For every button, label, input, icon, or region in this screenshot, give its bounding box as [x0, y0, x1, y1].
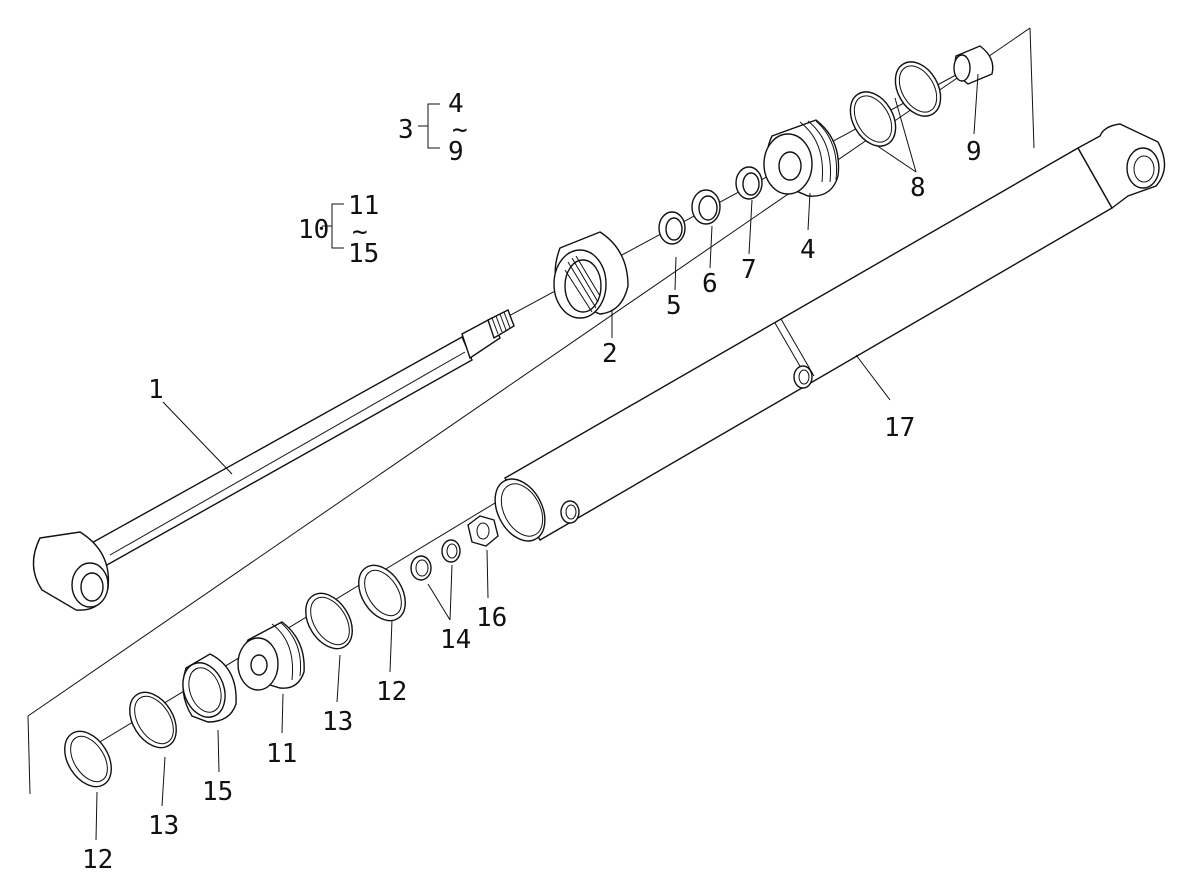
label-part-4: 4 — [800, 235, 816, 265]
label-part-14: 14 — [440, 625, 471, 655]
group-3-range-end: 9 — [448, 137, 464, 167]
seal-ring-7 — [735, 166, 763, 200]
group-label-10: 10 — [298, 215, 329, 245]
label-part-16: 16 — [476, 603, 507, 633]
rod-thread — [491, 311, 511, 335]
label-part-8: 8 — [910, 173, 926, 203]
piston-11 — [237, 621, 305, 691]
seal-ring-13-lower — [129, 691, 177, 749]
panel-outline — [27, 27, 1035, 795]
o-ring-8 — [849, 61, 942, 147]
cylinder-tube — [494, 123, 1166, 542]
group-10-range-end: 15 — [348, 239, 379, 269]
leader-lines — [95, 73, 979, 841]
label-part-17: 17 — [884, 413, 915, 443]
label-part-12-lower: 12 — [82, 845, 113, 875]
rod-eye — [32, 531, 110, 611]
seal-ring-6 — [691, 189, 721, 225]
group-10-range-start: 11 — [348, 191, 379, 221]
wear-ring-12-upper — [358, 564, 406, 622]
piston-ring-15 — [182, 653, 237, 723]
cylinder-head — [763, 119, 840, 197]
tube-clevis — [1077, 123, 1166, 210]
group-bracket-10 — [322, 203, 344, 249]
group-10-range-tilde: ~ — [352, 217, 368, 247]
group-3-range-tilde: ~ — [452, 115, 468, 145]
label-part-15: 15 — [202, 777, 233, 807]
label-part-7: 7 — [741, 255, 757, 285]
label-part-1: 1 — [148, 375, 164, 405]
label-part-9: 9 — [966, 137, 982, 167]
label-part-11: 11 — [266, 739, 297, 769]
lock-nut-16 — [467, 515, 499, 547]
group-3-range-start: 4 — [448, 89, 464, 119]
label-part-2: 2 — [602, 339, 618, 369]
label-part-13-upper: 13 — [322, 707, 353, 737]
wear-ring-12-lower — [64, 730, 112, 788]
gland-nut — [553, 231, 629, 319]
seal-ring-13-upper — [305, 592, 353, 650]
piston-rod — [32, 309, 515, 611]
label-part-13-lower: 13 — [148, 811, 179, 841]
group-label-3: 3 — [398, 115, 414, 145]
label-part-5: 5 — [666, 291, 682, 321]
label-part-12-upper: 12 — [376, 677, 407, 707]
seal-ring-5 — [658, 211, 686, 245]
bushing-9 — [953, 45, 994, 85]
seal-14 — [410, 539, 461, 581]
label-part-6: 6 — [702, 269, 718, 299]
group-bracket-3 — [418, 103, 440, 149]
